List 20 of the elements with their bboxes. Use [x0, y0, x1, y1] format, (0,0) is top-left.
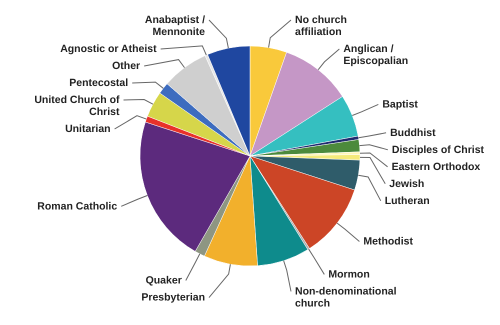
slice-label: Jewish [389, 178, 424, 190]
slice-label: Baptist [382, 98, 418, 110]
slice-label: Non-denominational church [295, 285, 397, 310]
slice-label: Agnostic or Atheist [60, 42, 158, 55]
slice-label: Lutheran [384, 194, 430, 207]
slice-label: Quaker [146, 274, 182, 286]
slice-label: Methodist [363, 235, 414, 248]
slice-label: Mormon [328, 268, 370, 280]
slice-label: Anglican / Episcopalian [343, 42, 408, 67]
slice-label: Disciples of Christ [392, 144, 485, 156]
slice-label: Anabaptist / Mennonite [144, 14, 206, 38]
slice-label: Presbyterian [141, 291, 205, 304]
slice-label: United Church of Christ [34, 94, 120, 118]
slice-label: Unitarian [65, 122, 111, 135]
slice-label: Other [112, 60, 140, 72]
slice-label: Buddhist [390, 126, 436, 139]
slice-label: No church affiliation [295, 14, 347, 38]
slice-label: Pentecostal [69, 76, 128, 89]
slice-label: Eastern Orthodox [392, 160, 480, 173]
slice-label: Roman Catholic [37, 200, 118, 212]
